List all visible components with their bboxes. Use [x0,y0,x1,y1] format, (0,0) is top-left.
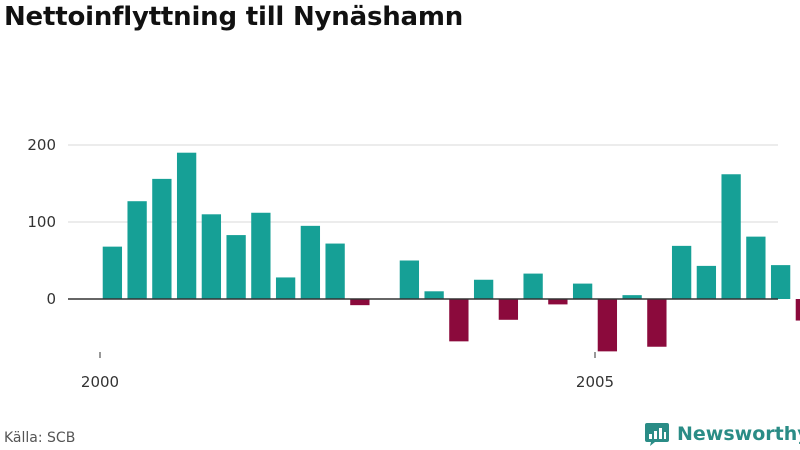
source-note: Källa: SCB [4,430,76,446]
bar [325,243,345,299]
bar [127,201,147,299]
bar [226,235,246,299]
bar [770,265,791,299]
page-title: Nettoinflyttning till Nynäshamn [4,2,464,32]
brand-name: Newsworthy [677,423,800,445]
bar [746,236,766,299]
bar [572,283,593,299]
bar [152,178,172,299]
bar [548,299,568,305]
grid-layer [68,144,778,223]
x-tick-label: 2005 [576,373,614,391]
bar [795,299,800,321]
bar [251,212,271,299]
brand-logo[interactable]: Newsworthy [644,420,800,448]
bar [696,265,717,299]
bar [647,299,667,347]
bar [201,214,222,299]
bar [721,174,741,299]
bar [424,291,444,299]
bar [176,152,197,299]
bar [102,246,123,299]
bar [449,299,469,342]
bar [597,299,618,352]
bar [498,299,519,320]
bar [523,273,543,299]
bar [350,299,370,306]
bar [275,277,296,299]
x-tick-label: 2000 [81,373,119,391]
bar [473,279,494,299]
bar [622,295,642,299]
y-tick-label: 0 [46,290,56,308]
bars-layer [102,152,800,352]
bar [399,260,420,299]
bar [300,225,321,299]
y-tick-label: 100 [27,213,56,231]
axis-layer: 0100200200020052010201520202025 [27,136,778,391]
newsworthy-logo-icon [645,423,669,446]
y-tick-label: 200 [27,136,56,154]
bar [671,245,692,299]
